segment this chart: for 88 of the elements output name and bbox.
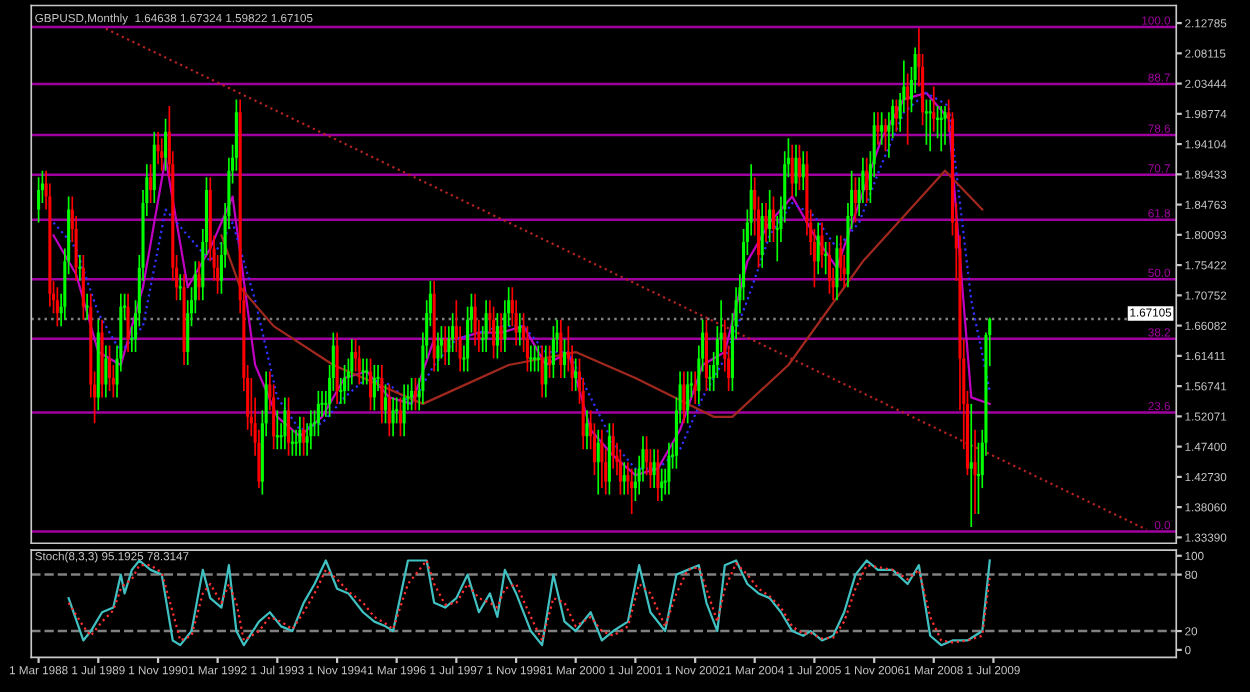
- candlestick: [518, 312, 522, 347]
- candlestick: [383, 383, 388, 425]
- candlestick: [197, 260, 201, 302]
- candlestick: [357, 344, 361, 386]
- candlestick: [764, 202, 768, 243]
- candlestick: [473, 292, 477, 347]
- candlestick: [585, 409, 589, 451]
- candlestick: [544, 344, 548, 399]
- candlestick: [548, 344, 552, 379]
- candlestick: [164, 118, 168, 172]
- candlestick: [499, 312, 503, 353]
- candlestick: [559, 318, 563, 379]
- candlestick: [360, 357, 366, 386]
- candlestick: [622, 461, 626, 496]
- candlestick: [693, 370, 697, 405]
- candlestick: [37, 176, 41, 224]
- candlestick: [436, 331, 440, 373]
- candlestick: [932, 85, 936, 133]
- candlestick: [865, 156, 869, 204]
- candlestick: [660, 467, 664, 502]
- candlestick: [104, 344, 108, 399]
- candlestick: [906, 72, 910, 146]
- candlestick: [839, 234, 843, 282]
- candlestick: [876, 111, 880, 146]
- candlestick: [350, 338, 354, 386]
- candlestick: [495, 312, 499, 360]
- candlestick: [149, 163, 153, 204]
- candlestick: [771, 195, 775, 243]
- candlestick: [283, 396, 287, 451]
- candlestick: [618, 448, 622, 496]
- candlestick: [316, 390, 320, 438]
- candlestick: [600, 428, 604, 489]
- candlestick: [801, 150, 805, 191]
- candlestick: [656, 448, 660, 502]
- candlestick: [410, 377, 414, 412]
- candlestick: [574, 357, 578, 392]
- candlestick: [827, 241, 831, 295]
- candlestick: [835, 234, 839, 302]
- candlestick: [551, 325, 555, 379]
- candlestick: [540, 344, 544, 399]
- candlestick: [298, 415, 302, 457]
- candlestick: [484, 299, 488, 353]
- candlestick: [704, 318, 708, 392]
- candlestick: [969, 403, 973, 528]
- candlestick: [391, 396, 395, 438]
- candlestick: [335, 331, 339, 405]
- candlestick: [387, 383, 391, 438]
- candlestick: [943, 105, 947, 146]
- candlestick: [768, 189, 772, 243]
- candlestick: [894, 98, 898, 133]
- candlestick: [794, 143, 798, 198]
- candlestick: [816, 221, 820, 276]
- candlestick: [492, 305, 496, 360]
- candlestick: [55, 286, 59, 327]
- candlestick: [413, 377, 417, 412]
- candlestick: [81, 254, 85, 321]
- candlestick: [790, 143, 794, 198]
- candlestick: [611, 422, 615, 470]
- candlestick: [287, 396, 291, 457]
- candlestick: [380, 364, 384, 425]
- candlestick: [309, 409, 313, 451]
- candlestick: [630, 467, 634, 515]
- candlestick: [652, 448, 656, 489]
- candlestick: [883, 118, 887, 153]
- candlestick: [372, 364, 376, 412]
- candlestick: [160, 137, 164, 172]
- candlestick: [686, 370, 690, 425]
- candlestick: [596, 428, 600, 496]
- candlestick: [398, 396, 402, 438]
- candlestick: [667, 441, 671, 496]
- candlestick: [973, 428, 977, 515]
- candlestick: [302, 415, 306, 457]
- candlestick: [682, 370, 686, 425]
- candlestick: [760, 202, 764, 269]
- candlestick: [563, 338, 567, 379]
- candlestick: [853, 176, 857, 224]
- candlestick: [126, 292, 130, 353]
- candlestick: [369, 357, 373, 412]
- candlestick: [820, 221, 824, 269]
- candlestick: [402, 383, 406, 438]
- candlestick: [152, 130, 156, 204]
- candlestick: [880, 111, 884, 146]
- candlestick: [443, 325, 447, 366]
- candlestick: [108, 344, 112, 392]
- candlestick: [156, 130, 160, 166]
- candlestick: [343, 364, 347, 405]
- line-series: [220, 169, 984, 418]
- candlestick: [607, 422, 611, 496]
